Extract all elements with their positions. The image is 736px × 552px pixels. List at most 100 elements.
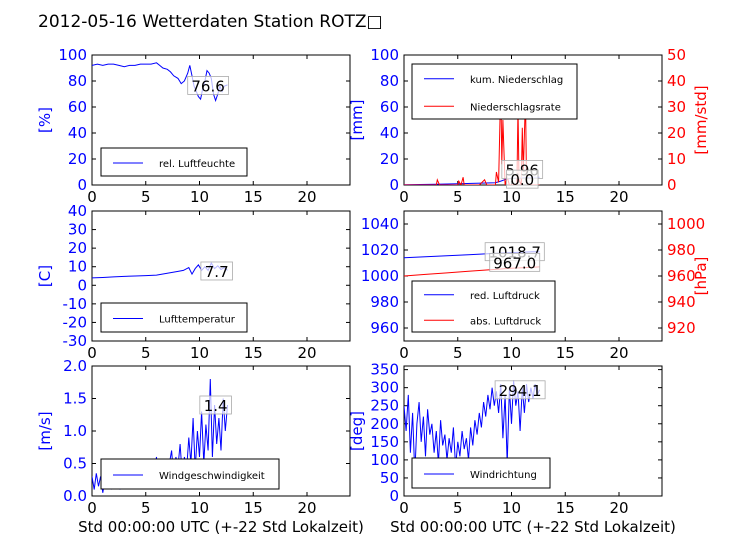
y-tick-label: 0 <box>77 276 87 294</box>
x-tick-label: 0 <box>399 344 409 362</box>
x-tick-label: 15 <box>556 344 575 362</box>
y2-axis-label: [hPa] <box>692 257 710 296</box>
x-tick-label: 5 <box>141 499 151 517</box>
y-tick-label: 1.0 <box>63 422 87 440</box>
y2-tick-label: 0 <box>667 176 677 194</box>
legend: red. Luftdruck abs. Luftdruck <box>411 280 556 333</box>
y-tick-label: 250 <box>370 397 399 415</box>
x-tick-label: 0 <box>87 499 97 517</box>
x-tick-label: 20 <box>609 188 628 206</box>
y2-tick-label: 1000 <box>667 215 705 233</box>
y-tick-label: 20 <box>380 150 399 168</box>
y2-tick-label: 50 <box>667 46 686 64</box>
y-tick-label: 40 <box>380 124 399 142</box>
panel-temperature: 0 5 10 15 20-30-20-10010203040[C]Lufttempera… <box>36 202 351 362</box>
y-tick-label: 1000 <box>361 267 399 285</box>
legend: Lufttemperatur <box>100 302 248 333</box>
legend: Windgeschwindigkeit <box>100 458 280 490</box>
y2-tick-label: 20 <box>667 124 686 142</box>
annotation-value: 1.4 <box>204 397 228 415</box>
y-tick-label: -30 <box>63 332 88 350</box>
x-tick-label: 10 <box>502 344 521 362</box>
x-tick-label: 0 <box>87 344 97 362</box>
y-tick-label: 960 <box>370 319 399 337</box>
annotation-box <box>506 169 539 189</box>
figure-title: 2012-05-16 Wetterdaten Station ROTZ□ <box>38 12 383 32</box>
y-tick-label: 150 <box>370 433 399 451</box>
x-tick-label: 0 <box>87 188 97 206</box>
annotation-value: 76.6 <box>191 77 224 95</box>
legend: kum. Niederschlag Niederschlagsrate <box>411 63 578 120</box>
y2-axis-label: [mm/std] <box>692 85 710 154</box>
y-axis-label: [%] <box>36 107 54 133</box>
x-tick-label: 20 <box>609 344 628 362</box>
y-tick-label: 100 <box>370 46 399 64</box>
y-tick-label: 1.5 <box>63 390 87 408</box>
x-tick-label: 20 <box>297 344 316 362</box>
legend-box <box>411 280 556 333</box>
legend-label: abs. Luftdruck <box>470 316 541 327</box>
y-tick-label: 80 <box>68 72 87 90</box>
x-tick-label: 5 <box>453 188 463 206</box>
y-tick-label: 60 <box>68 98 87 116</box>
legend-label: Windgeschwindigkeit <box>159 471 265 482</box>
x-tick-label: 10 <box>190 188 209 206</box>
x-tick-label: 15 <box>556 499 575 517</box>
y-tick-label: 980 <box>370 293 399 311</box>
y-tick-label: 80 <box>380 72 399 90</box>
y2-tick-label: 920 <box>667 319 696 337</box>
y-axis-label: [deg] <box>348 411 366 451</box>
annotation-value: 0.0 <box>510 171 534 189</box>
y-tick-label: 0.0 <box>63 487 87 505</box>
x-tick-label: 20 <box>609 499 628 517</box>
panel-precipitation: 0 5 10 15 20 0 20 40 60 80 100 0 10 20 30 40 50 [mm] [mm/s… <box>348 46 710 206</box>
y2-tick-label: 940 <box>667 293 696 311</box>
x-tick-label: 5 <box>453 499 463 517</box>
x-tick-label: 10 <box>502 188 521 206</box>
legend-label: Lufttemperatur <box>159 315 236 326</box>
x-tick-label: 20 <box>297 188 316 206</box>
x-tick-label: 0 <box>399 188 409 206</box>
y-tick-label: 300 <box>370 379 399 397</box>
y-tick-label: 20 <box>68 150 87 168</box>
x-tick-label: 5 <box>453 344 463 362</box>
y-tick-label: -10 <box>63 295 88 313</box>
y-tick-label: 0 <box>389 176 399 194</box>
panel-humidity: 0 5 10 15 20 0 20 40 60 80 100 [%] rel. Luftfeuchte 7… <box>36 46 351 206</box>
x-tick-label: 15 <box>244 188 263 206</box>
x-tick-label: 20 <box>297 499 316 517</box>
x-tick-label: 10 <box>190 344 209 362</box>
y-tick-label: 40 <box>68 202 87 220</box>
annotation-box <box>187 76 229 95</box>
panel-pressure: 0 5 10 15 20 960 980 1000 1020 1040 920 940 960 980 10… <box>361 210 710 362</box>
y2-tick-label: 960 <box>667 267 696 285</box>
y-tick-label: 30 <box>68 221 87 239</box>
y-tick-label: 1040 <box>361 215 399 233</box>
legend-label: Windrichtung <box>470 470 537 481</box>
legend-label: red. Luftdruck <box>470 291 540 302</box>
legend-label: Niederschlagsrate <box>470 102 561 113</box>
y-tick-label: 10 <box>68 258 87 276</box>
y-tick-label: 0 <box>389 487 399 505</box>
legend-box <box>100 147 248 177</box>
annotation-box <box>200 261 233 281</box>
y2-tick-label: 10 <box>667 150 686 168</box>
legend-box <box>100 302 248 333</box>
x-tick-label: 5 <box>141 188 151 206</box>
y-tick-label: 100 <box>58 46 87 64</box>
y-tick-label: -20 <box>63 313 88 331</box>
y-axis-label: [C] <box>36 265 54 287</box>
y-tick-label: 350 <box>370 361 399 379</box>
y2-tick-label: 980 <box>667 241 696 259</box>
legend-box <box>411 63 578 120</box>
y-tick-label: 50 <box>380 469 399 487</box>
x-tick-label: 5 <box>141 344 151 362</box>
panel-windspeed: 0 5 10 15 20 0.0 0.5 1.0 1.5 2.0 [m/s] Windgeschwin… <box>36 357 351 517</box>
y-tick-label: 200 <box>370 415 399 433</box>
y-axis-label: [mm] <box>348 100 366 141</box>
annotation-value: 7.7 <box>205 263 229 281</box>
y-tick-label: 1020 <box>361 241 399 259</box>
y2-tick-label: 40 <box>667 72 686 90</box>
legend: rel. Luftfeuchte <box>100 147 248 177</box>
